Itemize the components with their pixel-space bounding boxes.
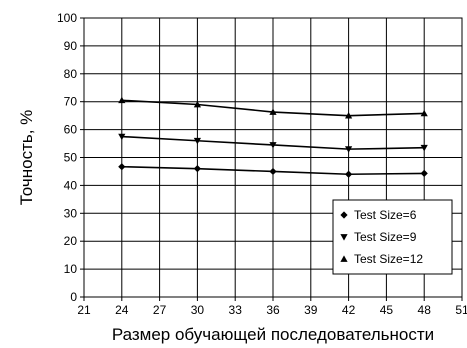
y-tick-label: 10 (64, 262, 78, 276)
legend-label: Test Size=12 (354, 252, 423, 266)
data-point (118, 163, 126, 171)
x-tick-label: 51 (455, 303, 467, 317)
data-point (420, 144, 428, 152)
y-tick-label: 50 (64, 151, 78, 165)
x-tick-label: 39 (304, 303, 318, 317)
data-point (345, 146, 353, 153)
data-point (269, 108, 277, 115)
y-tick-label: 90 (64, 39, 78, 53)
y-tick-label: 40 (64, 178, 78, 192)
y-axis-title: Точность, % (17, 110, 36, 206)
x-tick-label: 24 (115, 303, 129, 317)
x-axis-title: Размер обучающей последовательности (112, 325, 434, 344)
y-tick-label: 100 (57, 11, 77, 25)
legend: Test Size=6 Test Size=9 Test Size=12 (332, 199, 453, 275)
y-tick-label: 70 (64, 95, 78, 109)
x-tick-label: 33 (229, 303, 243, 317)
data-point (269, 142, 277, 149)
series-3 (118, 96, 428, 119)
data-point (118, 96, 126, 104)
y-tick-label: 80 (64, 67, 78, 81)
x-tick-label: 30 (191, 303, 205, 317)
data-point (193, 165, 201, 173)
legend-marker (340, 211, 348, 219)
grid (84, 18, 462, 297)
y-tick-label: 30 (64, 206, 78, 220)
legend-label: Test Size=6 (354, 208, 417, 222)
y-tick-label: 0 (70, 290, 77, 304)
series-1 (118, 163, 428, 178)
legend-marker (340, 255, 348, 262)
legend-box (332, 199, 453, 275)
legend-label: Test Size=9 (354, 230, 417, 244)
data-point (118, 133, 126, 141)
data-point (420, 109, 428, 117)
x-tick-label: 45 (380, 303, 394, 317)
data-point (193, 137, 201, 145)
data-point (269, 167, 277, 176)
y-tick-label: 20 (64, 234, 78, 248)
x-tick-label: 42 (342, 303, 356, 317)
data-point (345, 170, 353, 178)
axis-ticks: 21 24 27 30 33 36 39 42 45 48 51 0 10 20 30 40 50 60 70 80 9… (57, 11, 467, 317)
x-tick-label: 48 (418, 303, 432, 317)
data-point (345, 112, 353, 119)
data-point (193, 100, 201, 108)
y-tick-label: 60 (64, 123, 78, 137)
x-tick-label: 36 (266, 303, 280, 317)
series-2 (118, 133, 428, 153)
x-tick-label: 27 (153, 303, 167, 317)
series-group (118, 96, 428, 178)
x-tick-label: 21 (77, 303, 91, 317)
data-point (420, 169, 428, 178)
legend-marker (340, 234, 348, 241)
